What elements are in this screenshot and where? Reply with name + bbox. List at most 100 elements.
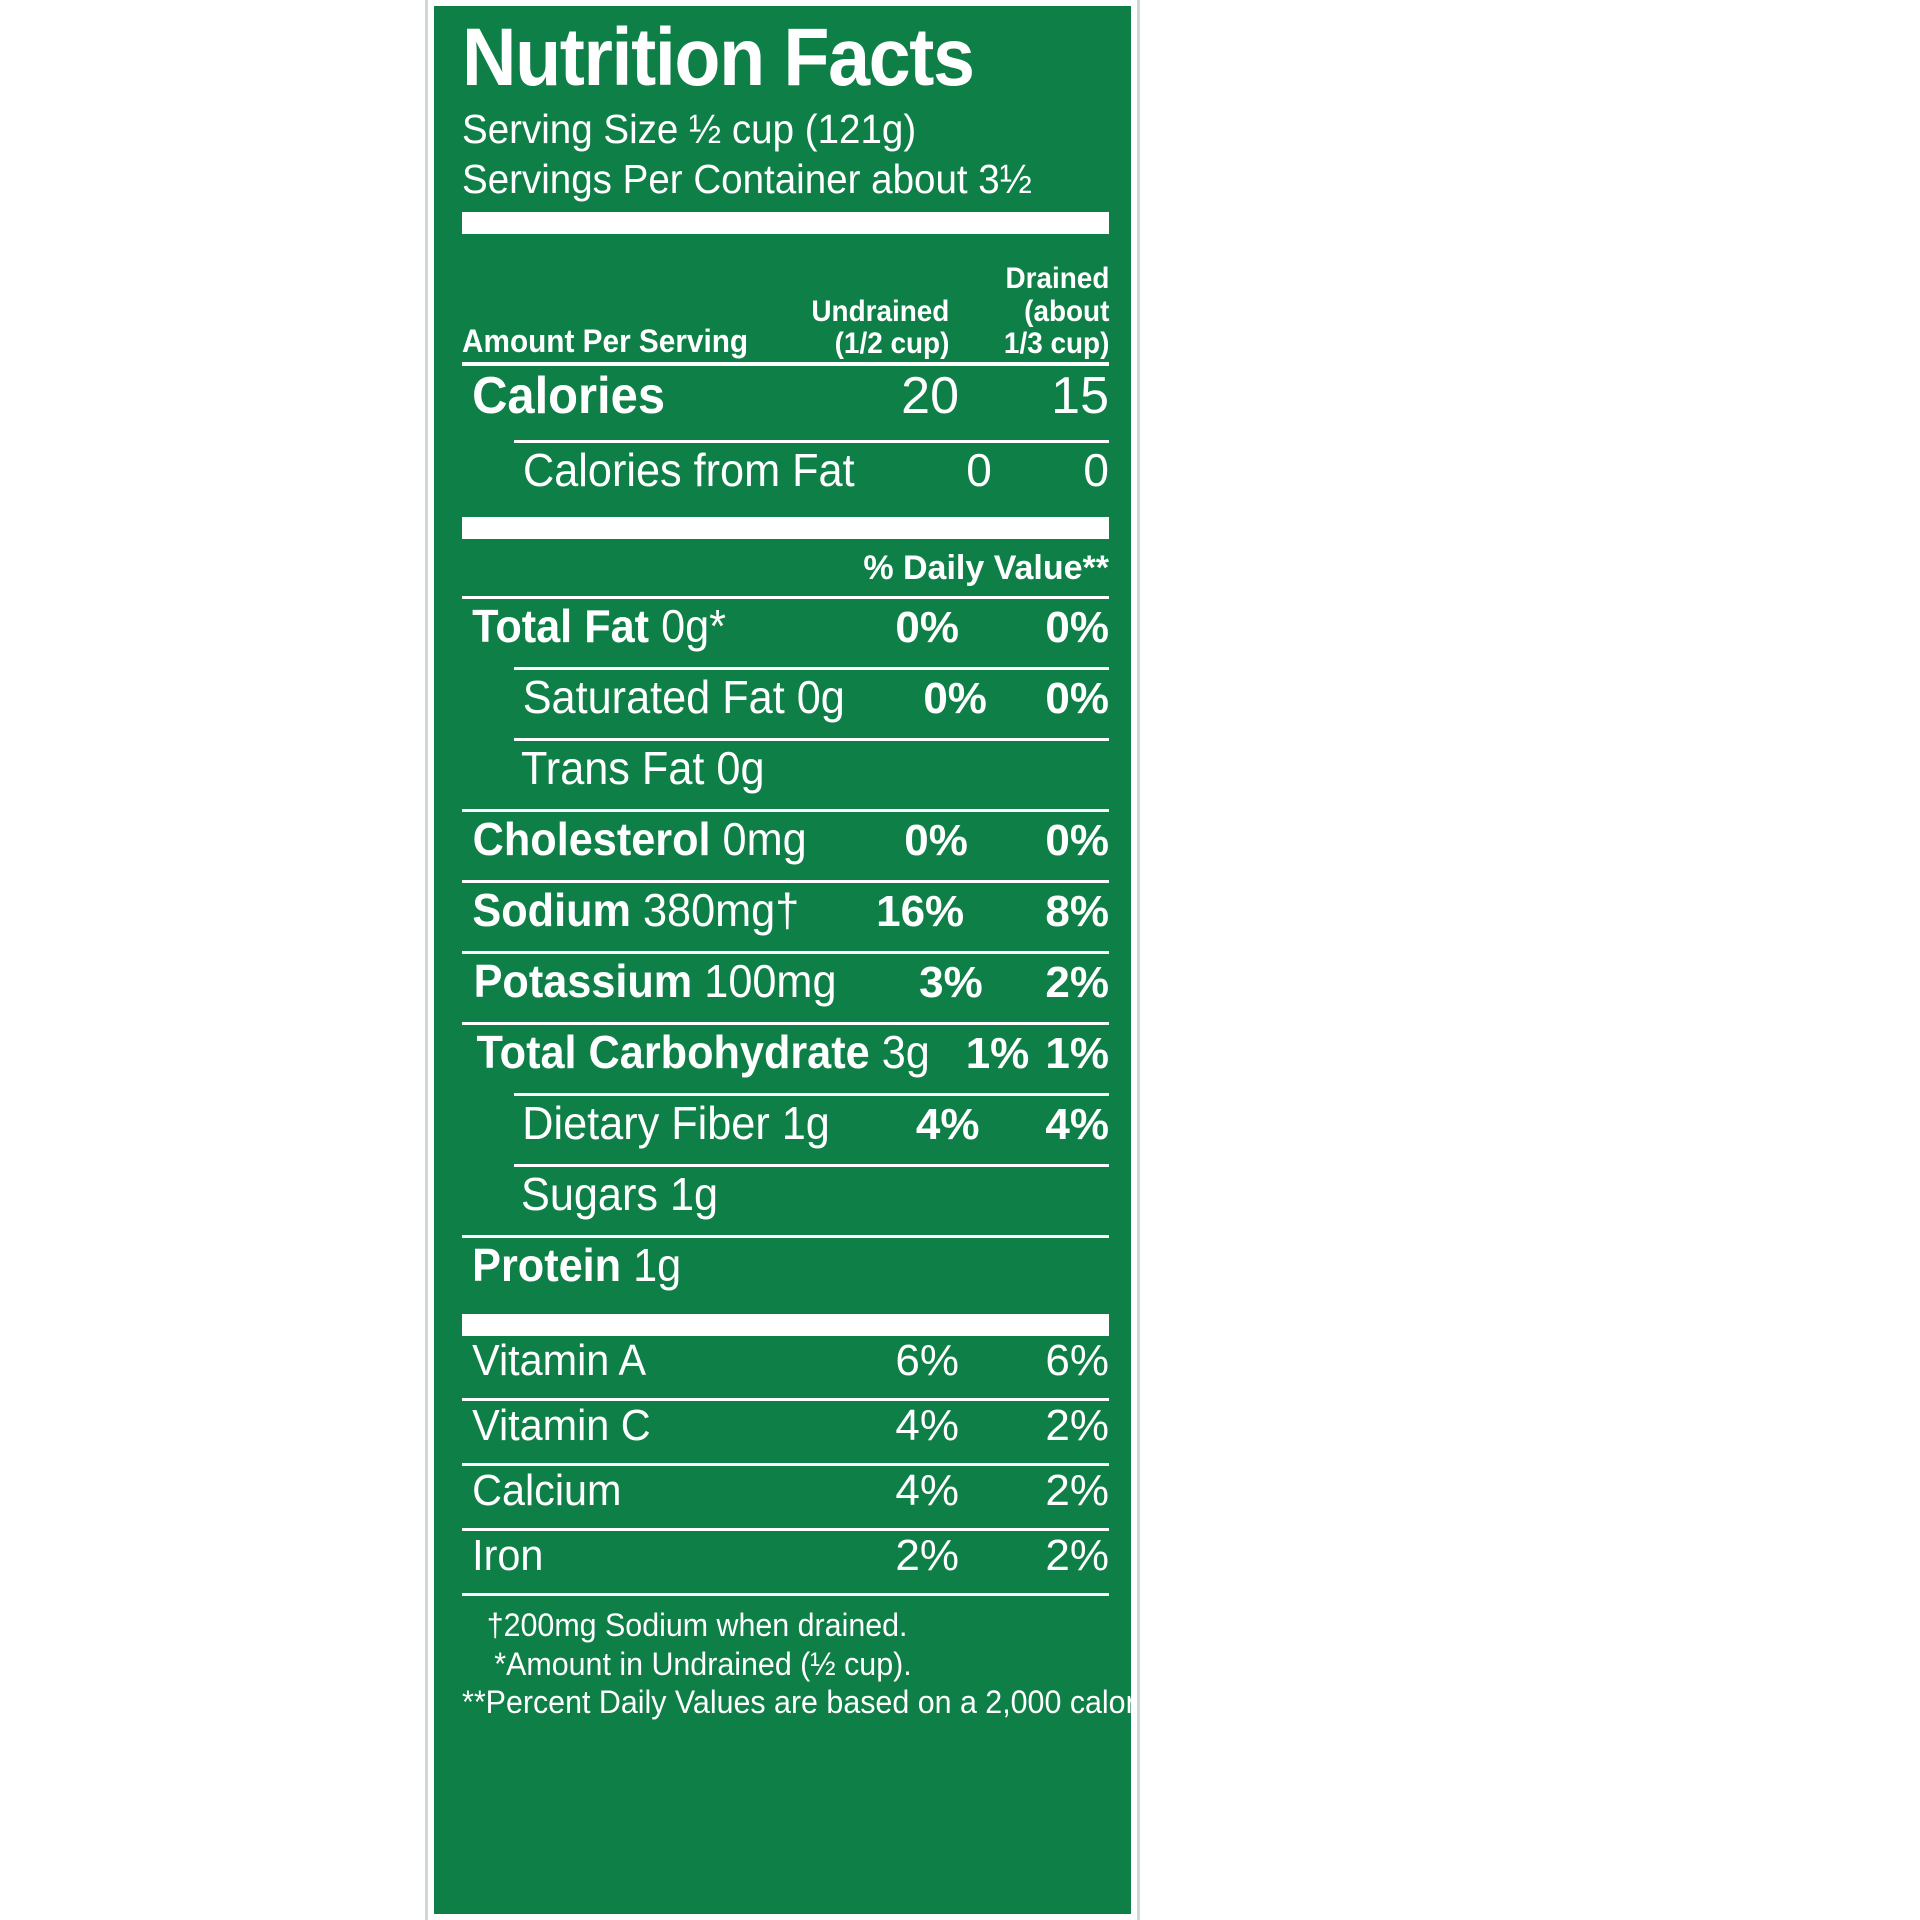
column-header-drained: Drained (about 1/3 cup) (1003, 262, 1109, 360)
calories-from-fat-label: Calories from Fat (523, 444, 855, 497)
daily-value-header: % Daily Value** (863, 549, 1109, 588)
row-divider (462, 951, 1109, 955)
divider-above-footnotes (462, 1593, 1109, 1597)
vitamin-undrained-dv: 4% (895, 1466, 959, 1516)
table-row: Saturated Fat 0g 0% 0% (462, 670, 1109, 738)
nutrient-amount: 380mg† (630, 884, 800, 937)
page-title: Nutrition Facts (462, 12, 975, 103)
nutrient-undrained-dv: 4% (915, 1100, 980, 1150)
calories-drained-value: 15 (1051, 367, 1109, 426)
row-divider (462, 1528, 1109, 1532)
column-header-undrained: Undrained (1/2 cup) (811, 294, 949, 361)
footnote-asterisk: *Amount in Undrained (½ cup). (494, 1645, 912, 1682)
divider-above-nutrients (462, 596, 1109, 600)
table-row: Sodium 380mg† 16% 8% (462, 883, 1109, 951)
row-divider (514, 1164, 1109, 1168)
nutrient-name-bold: Cholesterol (472, 813, 711, 866)
row-divider (462, 1398, 1109, 1402)
divider-thick-vitamins (462, 1314, 1109, 1337)
calories-label: Calories (472, 367, 666, 426)
vitamin-name: Vitamin A (472, 1336, 647, 1386)
nutrient-drained-dv: 8% (1045, 887, 1109, 937)
vitamin-drained-dv: 2% (1045, 1466, 1109, 1516)
table-row: Trans Fat 0g (462, 741, 1109, 809)
vitamin-name: Vitamin C (472, 1401, 651, 1451)
nutrient-amount: 0mg (710, 813, 807, 866)
table-row: Protein 1g (462, 1238, 1109, 1306)
row-divider (514, 667, 1109, 671)
column-header-block: Amount Per Serving Undrained (1/2 cup) D… (462, 234, 1109, 362)
calories-undrained-value: 20 (901, 367, 959, 426)
table-row: Total Fat 0g* 0% 0% (462, 599, 1109, 667)
row-divider (462, 1235, 1109, 1239)
table-row: Sugars 1g (462, 1167, 1109, 1235)
divider-thick-top (462, 212, 1109, 235)
table-row: Potassium 100mg 3% 2% (462, 954, 1109, 1022)
nutrient-undrained-dv: 16% (876, 887, 965, 937)
row-divider (514, 1093, 1109, 1097)
nutrient-drained-dv: 1% (1045, 1029, 1109, 1079)
nutrient-undrained-dv: 3% (919, 958, 983, 1008)
nutrient-rows-container: Total Fat 0g* 0% 0% Saturated Fat 0g 0% 0% Tra… (462, 599, 1109, 1306)
footnotes: †200mg Sodium when drained. *Amount in U… (462, 1596, 1131, 1721)
nutrient-amount: Sugars 1g (520, 1168, 719, 1221)
nutrient-name: Trans Fat 0g (472, 741, 789, 795)
nutrient-name-bold: Sodium (472, 884, 631, 937)
nutrient-drained-dv: 0% (1045, 674, 1109, 724)
nutrient-amount: Trans Fat 0g (520, 742, 765, 795)
nutrient-undrained-dv: 0% (904, 816, 968, 866)
column-header-undrained-line2: (1/2 cup) (834, 327, 949, 360)
column-header-undrained-line1: Undrained (811, 294, 949, 328)
table-row: Vitamin A 6% 6% (462, 1336, 1109, 1398)
vitamin-undrained-dv: 2% (895, 1531, 959, 1581)
vitamin-undrained-dv: 4% (895, 1401, 959, 1451)
nutrient-name: Saturated Fat 0g (474, 670, 845, 724)
nutrient-amount: 3g (869, 1026, 930, 1079)
nutrient-drained-dv: 2% (1045, 958, 1109, 1008)
table-row: Calcium 4% 2% (462, 1466, 1109, 1528)
nutrient-drained-dv: 4% (1045, 1100, 1109, 1150)
vitamin-name: Iron (472, 1531, 544, 1581)
table-row: Total Carbohydrate 3g 1% 1% (462, 1025, 1109, 1093)
vitamin-name: Calcium (472, 1466, 622, 1516)
divider-below-calories (514, 440, 1109, 444)
nutrient-name: Dietary Fiber 1g (473, 1096, 830, 1150)
nutrient-name: Sodium 380mg† (472, 883, 799, 937)
column-header-drained-line2: (about (1023, 294, 1109, 328)
table-row: Dietary Fiber 1g 4% 4% (462, 1096, 1109, 1164)
divider-above-calories (462, 362, 1109, 367)
nutrient-amount: 100mg (692, 955, 837, 1008)
table-row: Iron 2% 2% (462, 1531, 1109, 1593)
table-row: Vitamin C 4% 2% (462, 1401, 1109, 1463)
row-divider (462, 809, 1109, 813)
nutrient-undrained-dv: 1% (965, 1029, 1030, 1079)
nutrient-name-bold: Potassium (473, 955, 693, 1008)
footnote-dagger: †200mg Sodium when drained. (486, 1607, 908, 1644)
row-divider (462, 1463, 1109, 1467)
vitamin-undrained-dv: 6% (895, 1336, 959, 1386)
nutrient-drained-dv: 0% (1045, 603, 1109, 653)
row-divider (514, 738, 1109, 742)
nutrient-name-bold: Protein (472, 1239, 622, 1292)
table-row-calories-from-fat: Calories from Fat 0 0 (462, 443, 1109, 509)
nutrient-name: Cholesterol 0mg (473, 812, 807, 866)
divider-thick-mid (462, 517, 1109, 540)
nutrient-undrained-dv: 0% (895, 603, 959, 653)
servings-per-container-text: Servings Per Container about 3½ (462, 156, 1032, 203)
serving-size-text: Serving Size ½ cup (121g) (462, 106, 917, 153)
column-header-drained-line3: 1/3 cup) (1003, 327, 1109, 360)
row-divider (462, 880, 1109, 884)
nutrient-name: Protein 1g (472, 1238, 789, 1292)
nutrient-undrained-dv: 0% (923, 674, 987, 724)
nutrient-name: Total Fat 0g* (472, 599, 789, 653)
vitamin-drained-dv: 6% (1045, 1336, 1109, 1386)
nutrient-name: Total Carbohydrate 3g (476, 1025, 929, 1079)
calories-from-fat-drained-value: 0 (1083, 444, 1109, 497)
footnote-double-asterisk: **Percent Daily Values are based on a 2,… (462, 1684, 1131, 1721)
nutrient-amount: 0g* (649, 600, 727, 653)
nutrient-name: Potassium 100mg (474, 954, 837, 1008)
column-header-drained-line1: Drained (1005, 262, 1109, 296)
nutrient-name-bold: Total Fat (472, 600, 650, 653)
nutrient-name: Sugars 1g (472, 1167, 789, 1221)
nutrient-amount: Dietary Fiber 1g (522, 1097, 830, 1150)
